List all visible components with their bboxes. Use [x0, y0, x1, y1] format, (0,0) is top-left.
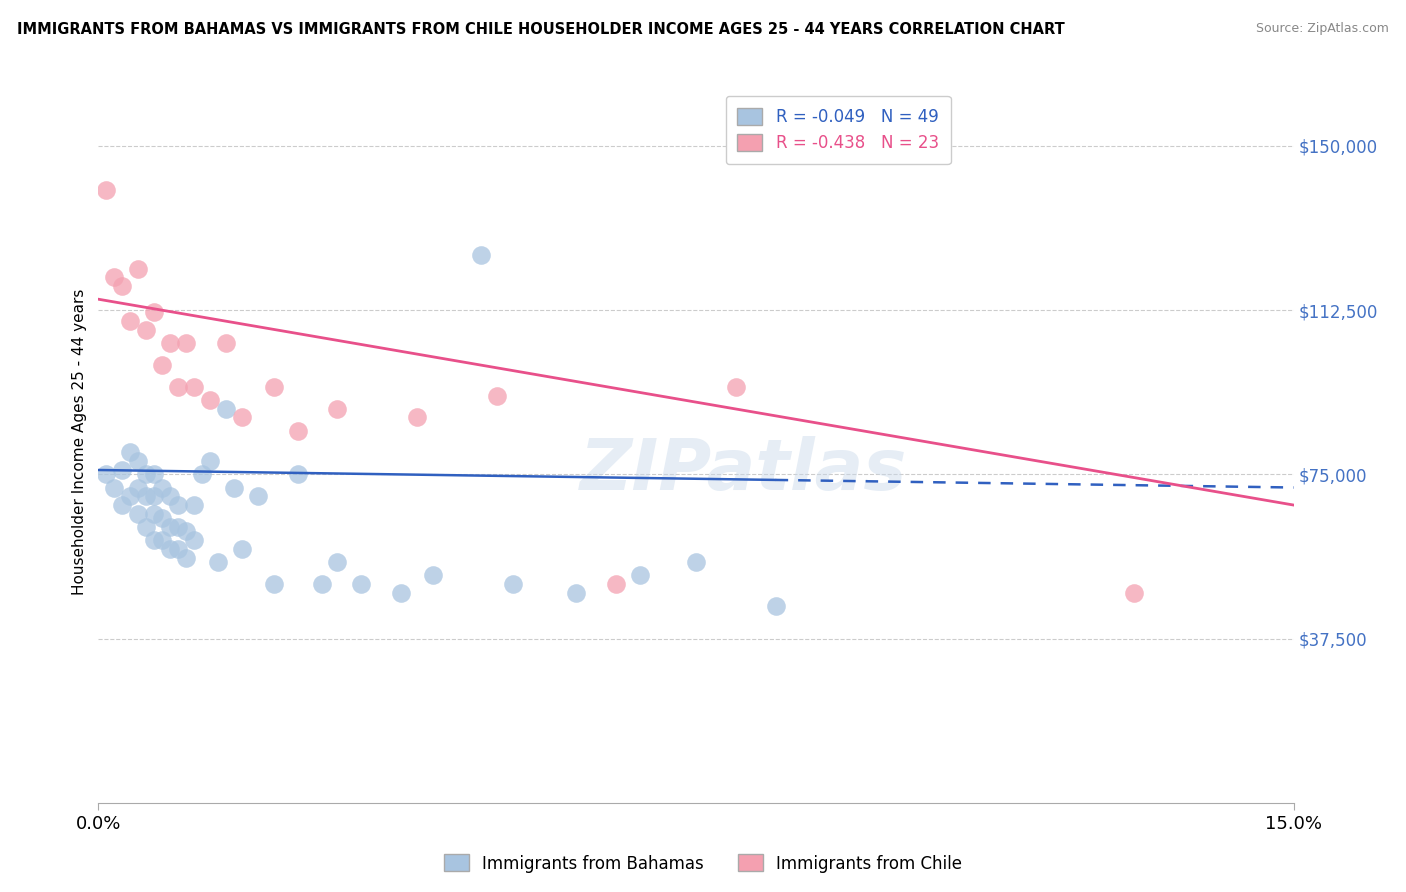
Point	[159, 541, 181, 556]
Point	[1123, 585, 1146, 599]
Point	[159, 520, 181, 534]
Point	[135, 467, 157, 482]
Point	[207, 555, 229, 569]
Point	[685, 555, 707, 569]
Point	[96, 183, 118, 197]
Point	[215, 401, 238, 416]
Point	[198, 454, 221, 468]
Point	[183, 380, 205, 394]
Point	[628, 568, 651, 582]
Point	[350, 577, 373, 591]
Point	[183, 498, 205, 512]
Point	[765, 599, 787, 613]
Point	[127, 507, 149, 521]
Point	[174, 524, 197, 539]
Point	[111, 279, 134, 293]
Point	[111, 463, 134, 477]
Point	[485, 388, 508, 402]
Point	[470, 248, 492, 262]
Point	[150, 533, 173, 547]
Point	[143, 467, 166, 482]
Point	[127, 454, 149, 468]
Point	[231, 410, 253, 425]
Point	[326, 555, 349, 569]
Point	[263, 380, 285, 394]
Point	[222, 481, 245, 495]
Point	[502, 577, 524, 591]
Point	[389, 585, 412, 599]
Text: ZIPatlas: ZIPatlas	[581, 436, 907, 505]
Point	[326, 401, 349, 416]
Point	[159, 336, 181, 351]
Point	[246, 489, 269, 503]
Point	[127, 481, 149, 495]
Legend: R = -0.049   N = 49, R = -0.438   N = 23: R = -0.049 N = 49, R = -0.438 N = 23	[725, 95, 950, 164]
Point	[231, 541, 253, 556]
Legend: Immigrants from Bahamas, Immigrants from Chile: Immigrants from Bahamas, Immigrants from…	[437, 847, 969, 880]
Point	[143, 489, 166, 503]
Point	[135, 520, 157, 534]
Point	[287, 424, 309, 438]
Point	[96, 467, 118, 482]
Text: IMMIGRANTS FROM BAHAMAS VS IMMIGRANTS FROM CHILE HOUSEHOLDER INCOME AGES 25 - 44: IMMIGRANTS FROM BAHAMAS VS IMMIGRANTS FR…	[17, 22, 1064, 37]
Point	[198, 392, 221, 407]
Point	[724, 380, 747, 394]
Point	[150, 358, 173, 372]
Point	[174, 336, 197, 351]
Point	[167, 541, 190, 556]
Point	[422, 568, 444, 582]
Point	[311, 577, 333, 591]
Point	[191, 467, 214, 482]
Point	[120, 445, 142, 459]
Point	[120, 314, 142, 328]
Point	[103, 270, 125, 285]
Point	[143, 533, 166, 547]
Point	[150, 481, 173, 495]
Point	[135, 489, 157, 503]
Point	[103, 481, 125, 495]
Point	[263, 577, 285, 591]
Point	[150, 511, 173, 525]
Point	[159, 489, 181, 503]
Point	[287, 467, 309, 482]
Point	[143, 305, 166, 319]
Point	[605, 577, 627, 591]
Point	[215, 336, 238, 351]
Point	[143, 507, 166, 521]
Point	[111, 498, 134, 512]
Text: Source: ZipAtlas.com: Source: ZipAtlas.com	[1256, 22, 1389, 36]
Point	[135, 323, 157, 337]
Point	[167, 380, 190, 394]
Point	[120, 489, 142, 503]
Point	[167, 498, 190, 512]
Point	[565, 585, 588, 599]
Point	[174, 550, 197, 565]
Point	[406, 410, 429, 425]
Y-axis label: Householder Income Ages 25 - 44 years: Householder Income Ages 25 - 44 years	[72, 288, 87, 595]
Point	[127, 261, 149, 276]
Point	[183, 533, 205, 547]
Point	[167, 520, 190, 534]
